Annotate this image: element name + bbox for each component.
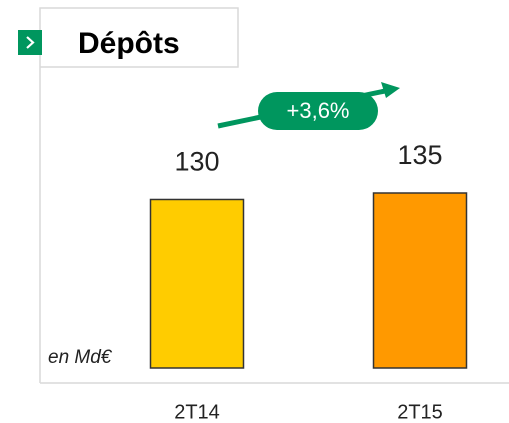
x-tick-label: 2T15 (397, 401, 443, 423)
frame (39, 7, 239, 383)
growth-badge (258, 92, 378, 130)
bar (149, 198, 245, 369)
title-marker (18, 30, 42, 55)
unit-label: en Md€ (48, 347, 113, 368)
growth-label: +3,6% (287, 98, 350, 123)
bar (372, 192, 468, 369)
value-label: 130 (174, 147, 219, 177)
x-tick-label: 2T14 (174, 401, 220, 423)
arrow-head (381, 82, 400, 98)
chevron (26, 36, 35, 49)
chart-title: Dépôts (78, 27, 180, 60)
value-label: 135 (397, 140, 442, 170)
